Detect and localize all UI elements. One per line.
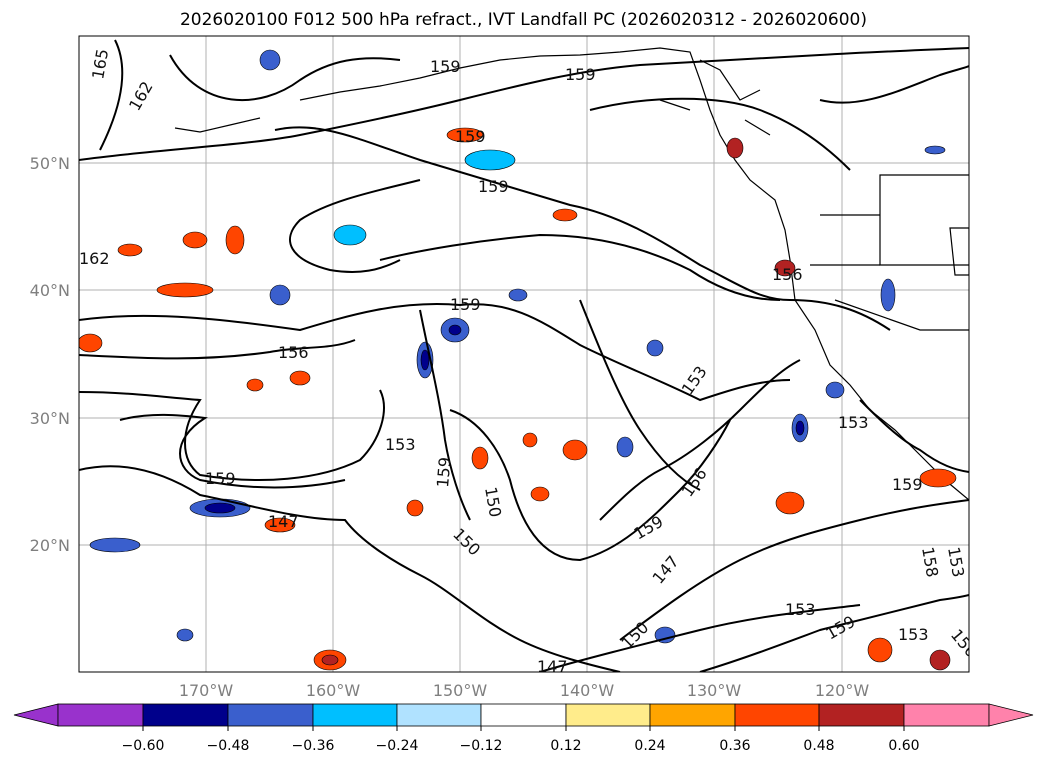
colorbar-tick-label: −0.36 [292,738,335,754]
colorbar-tick-label: 0.48 [803,738,834,754]
refractivity-contours [79,39,969,672]
colorbar-segment [649,703,736,727]
contour-label: 159 [450,295,481,314]
contour-label: 153 [838,413,869,432]
gridlines [79,36,969,672]
contour-label: 147 [537,657,568,676]
colorbar-tick-label: −0.24 [376,738,419,754]
contour-label: 159 [430,57,461,76]
colorbar-segment [396,703,482,727]
lon-tick: 120°W [815,681,870,700]
contour-label: 159 [892,475,923,494]
lon-tick: 140°W [560,681,615,700]
colorbar-extend-min [13,703,59,727]
colorbar-segment [480,703,567,727]
contour-label: 156 [772,265,803,284]
lat-axis: 50°N 40°N 30°N 20°N [30,154,70,555]
contour-label: 156 [278,343,309,362]
colorbar-segment [142,703,229,727]
lat-tick: 20°N [30,536,70,555]
colorbar-segment [903,703,990,727]
lat-tick: 30°N [30,409,70,428]
contour-label: 159 [565,65,596,84]
plot-area [79,36,969,672]
contour-label: 147 [268,512,299,531]
contour-label: 153 [385,435,416,454]
contour-label: 159 [478,177,509,196]
contour-label: 159 [433,456,455,488]
colorbar-segment [57,703,144,727]
colorbar-segment [312,703,398,727]
colorbar-tick-label: −0.60 [122,738,165,754]
colorbar-tick-label: 0.24 [634,738,665,754]
lon-tick: 150°W [433,681,488,700]
contour-label: 162 [79,249,110,268]
colorbar-tick-label: −0.12 [460,738,503,754]
colorbar-segment [734,703,820,727]
colorbar [13,703,1034,727]
map-title: 2026020100 F012 500 hPa refract., IVT La… [179,10,867,30]
contour-label: 159 [205,469,236,488]
colorbar-tick-label: 0.36 [719,738,750,754]
lon-tick: 130°W [687,681,742,700]
lat-tick: 40°N [30,281,70,300]
lat-tick: 50°N [30,154,70,173]
lon-axis: 170°W 160°W 150°W 140°W 130°W 120°W [179,681,870,700]
colorbar-extend-max [988,703,1034,727]
colorbar-labels: −0.60 −0.48 −0.36 −0.24 −0.12 0.12 0.24 … [122,738,920,754]
lon-tick: 160°W [306,681,361,700]
colorbar-ticks [142,726,905,731]
colorbar-segment [565,703,651,727]
colorbar-tick-label: −0.48 [207,738,250,754]
colorbar-segment [227,703,314,727]
contour-label: 153 [898,625,929,644]
contour-label: 159 [455,127,486,146]
colorbar-segment [818,703,905,727]
refractivity-shading [79,49,957,671]
plot-border [78,35,970,673]
colorbar-tick-label: 0.12 [550,738,581,754]
contour-label: 153 [785,600,816,619]
colorbar-tick-label: 0.60 [888,738,919,754]
lon-tick: 170°W [179,681,234,700]
